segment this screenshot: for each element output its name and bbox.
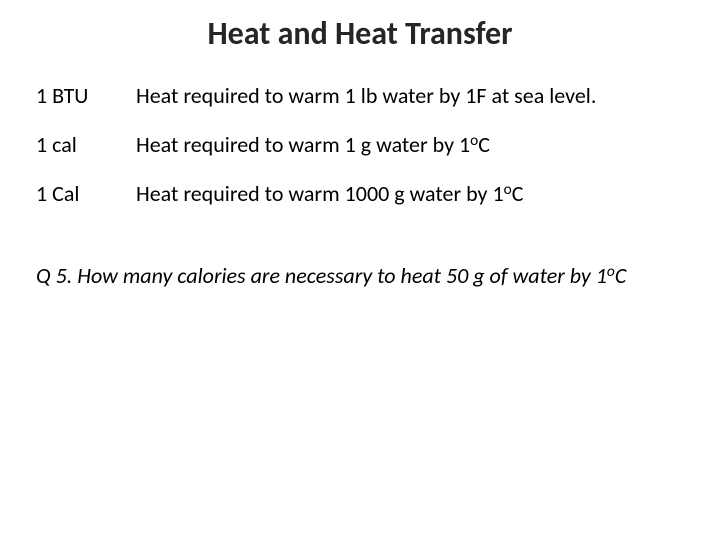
definition-row: 1 cal Heat required to warm 1 g water by… [36, 131, 684, 158]
desc-text: Heat required to warm 1 g water by 1 [136, 131, 470, 158]
question-text: Q 5. How many calories are necessary to … [36, 262, 696, 289]
term-btu: 1 BTU [36, 82, 136, 109]
desc-text-post: C [478, 131, 490, 158]
degree-sup: o [470, 131, 478, 150]
question-post: C [615, 262, 627, 289]
desc-text-post: C [512, 180, 524, 207]
degree-sup: o [607, 262, 615, 281]
term-big-cal: 1 Cal [36, 180, 136, 207]
degree-sup: o [504, 180, 512, 199]
question-pre: Q 5. How many calories are necessary to … [36, 262, 607, 289]
definition-row: 1 Cal Heat required to warm 1000 g water… [36, 180, 684, 207]
definitions-block: 1 BTU Heat required to warm 1 lb water b… [36, 82, 684, 229]
slide: Heat and Heat Transfer 1 BTU Heat requir… [0, 0, 720, 540]
desc-text: Heat required to warm 1 lb water by 1F a… [136, 82, 596, 109]
desc-cal: Heat required to warm 1 g water by 1oC [136, 131, 684, 158]
desc-btu: Heat required to warm 1 lb water by 1F a… [136, 82, 684, 109]
desc-text: Heat required to warm 1000 g water by 1 [136, 180, 504, 207]
definition-row: 1 BTU Heat required to warm 1 lb water b… [36, 82, 684, 109]
desc-big-cal: Heat required to warm 1000 g water by 1o… [136, 180, 684, 207]
term-cal: 1 cal [36, 131, 136, 158]
page-title: Heat and Heat Transfer [0, 14, 720, 53]
